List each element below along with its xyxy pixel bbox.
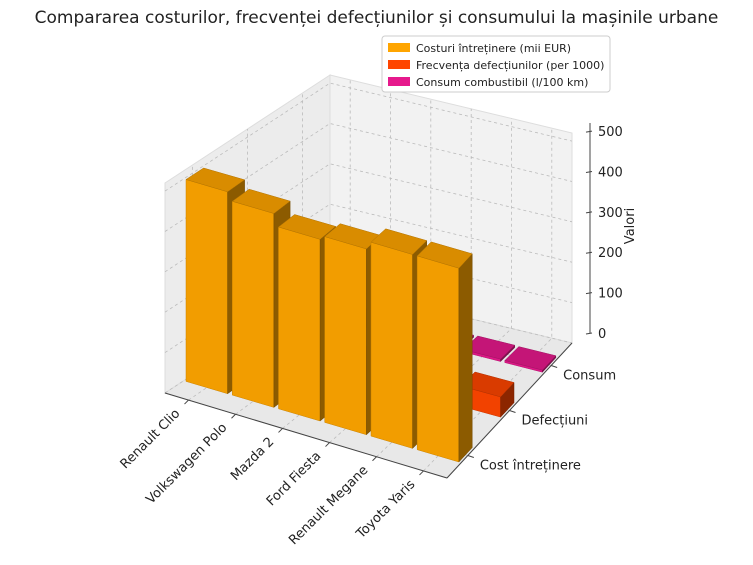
bar-front	[232, 200, 275, 408]
z-tick-label: 500	[598, 125, 623, 140]
bar-top	[231, 188, 291, 214]
chart-title: Compararea costurilor, frecvenței defecț…	[34, 8, 719, 28]
y-tick-label: Cost întreținere	[480, 459, 581, 474]
x-tick-label: Ford Fiesta	[264, 449, 324, 509]
z-tick-label: 0	[598, 327, 606, 342]
bar-side	[458, 253, 473, 463]
bar-top	[416, 241, 473, 269]
x-tick-label: Mazda 2	[228, 435, 277, 484]
x-tick	[372, 456, 377, 462]
bar-top	[504, 346, 557, 371]
legend-swatch	[388, 60, 410, 69]
z-tick	[585, 292, 593, 295]
z-tick-label: 100	[598, 287, 623, 302]
legend-label: Frecvența defecțiunilor (per 1000)	[416, 59, 604, 72]
z-tick	[585, 251, 593, 254]
x-gridline	[282, 99, 432, 429]
bar	[504, 346, 557, 373]
legend-box	[381, 35, 611, 93]
x-tick	[419, 470, 424, 476]
bar-front	[370, 241, 413, 449]
x-tick-label: Toyota Yaris	[353, 477, 418, 542]
x-tick	[325, 442, 330, 447]
y-tick	[551, 365, 558, 368]
y-tick-label: Consum	[563, 369, 616, 384]
legend-label: Costuri întreținere (mii EUR)	[416, 42, 571, 55]
bar-front	[278, 226, 321, 422]
legend-label: Consum combustibil (l/100 km)	[416, 76, 588, 89]
bar-top	[277, 214, 337, 240]
bar	[416, 241, 473, 463]
x-tick	[231, 413, 236, 419]
legend: Costuri întreținere (mii EUR) Frecvența d…	[381, 35, 611, 93]
bar-top	[185, 167, 246, 193]
x-tick	[278, 428, 283, 433]
bar-front	[324, 236, 367, 436]
z-tick-label: 200	[598, 246, 623, 261]
x-tick-label: Renault Clio	[118, 406, 184, 472]
z-tick	[585, 211, 593, 214]
y-tick-label: Defecțiuni	[522, 414, 589, 429]
bar-front	[185, 179, 228, 395]
legend-swatch	[388, 77, 410, 86]
x-axis-line	[164, 392, 448, 479]
z-tick	[585, 130, 593, 133]
bar-top	[370, 228, 428, 255]
bar-top	[462, 335, 516, 360]
bar-front	[416, 255, 460, 463]
y-tick	[467, 455, 474, 458]
x-tick	[184, 399, 189, 405]
z-tick	[585, 170, 593, 173]
z-tick	[585, 332, 593, 335]
legend-swatch	[388, 43, 410, 52]
y-tick	[509, 410, 516, 413]
z-tick-label: 400	[598, 165, 623, 180]
z-axis-label: Valori	[623, 208, 638, 244]
bars	[185, 167, 557, 463]
z-tick-label: 300	[598, 206, 623, 221]
